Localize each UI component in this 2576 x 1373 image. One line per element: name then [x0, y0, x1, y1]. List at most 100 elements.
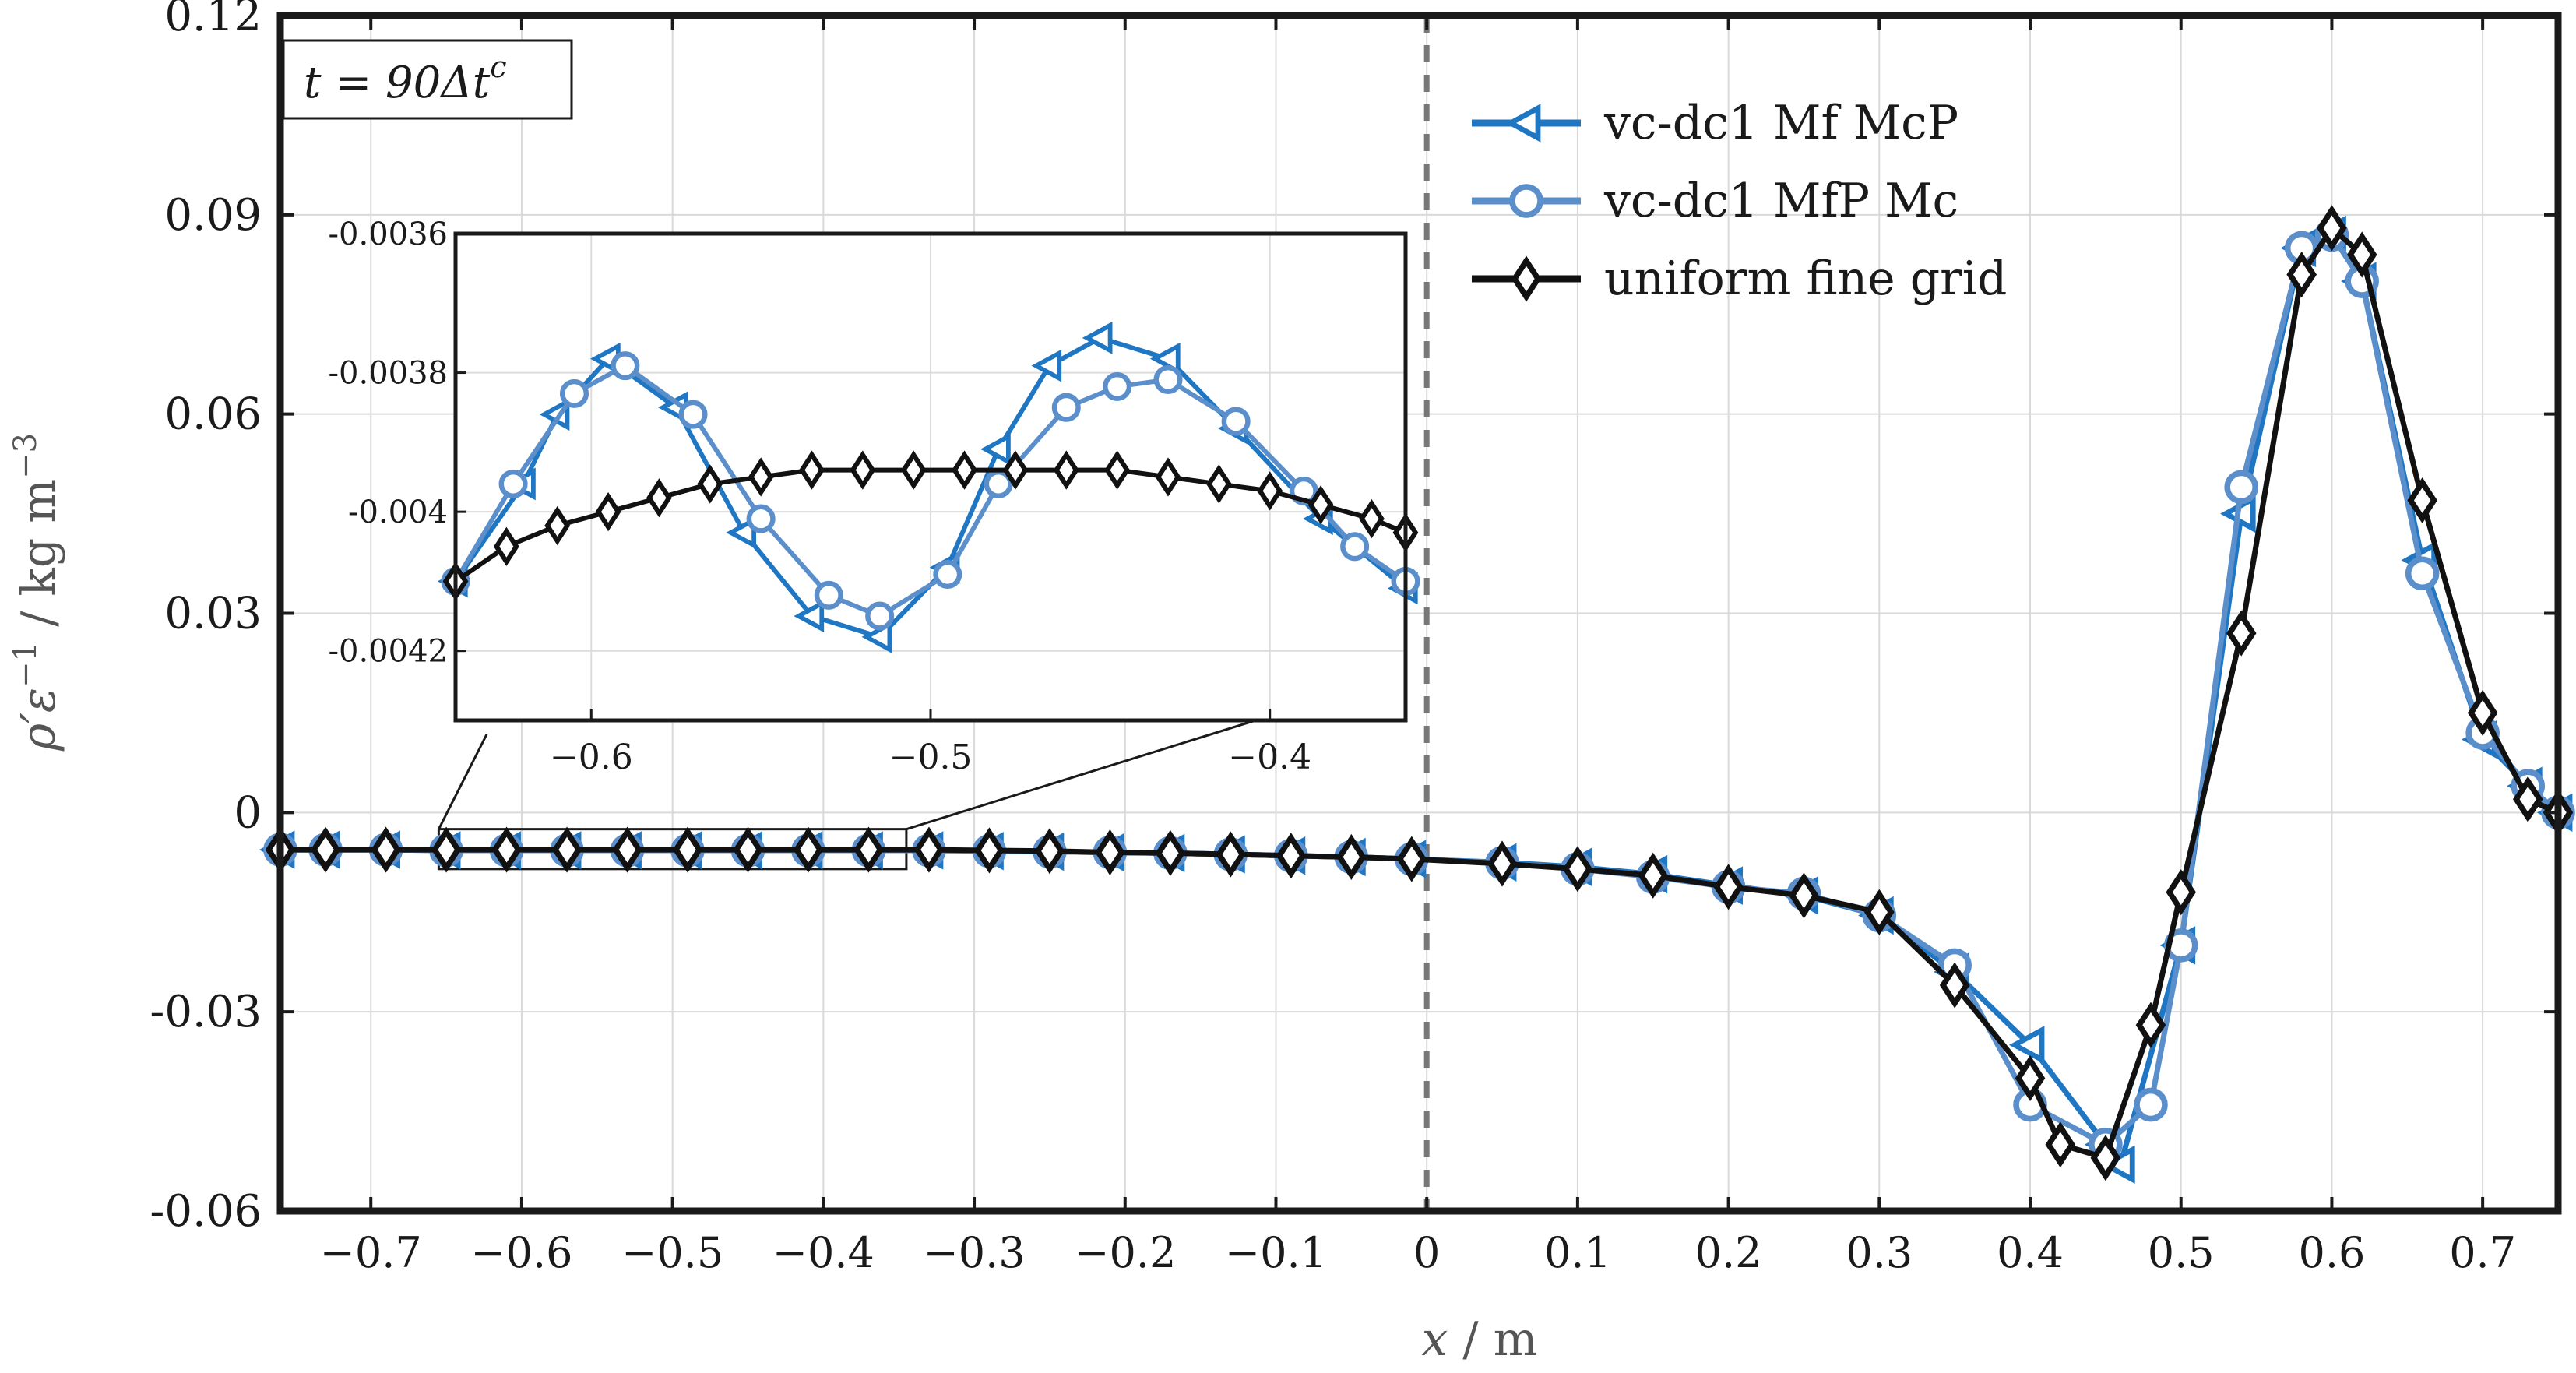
data-point-diamond — [1053, 450, 1079, 490]
data-point-circle — [559, 378, 589, 408]
data-point-diamond — [1104, 450, 1131, 490]
data-point-diamond — [1396, 836, 1427, 882]
data-point-diamond — [2317, 205, 2347, 252]
data-point-diamond — [1864, 889, 1895, 935]
x-tick-label: −0.1 — [1225, 1228, 1327, 1277]
legend: vc-dc1 Mf McP vc-dc1 MfP Mc uniform fine g… — [1472, 96, 2007, 306]
data-point-diamond — [2407, 477, 2437, 524]
data-point-diamond — [491, 826, 522, 873]
x-tick-label: 0.5 — [2148, 1228, 2215, 1277]
time-annotation-box — [282, 39, 573, 120]
data-point-diamond — [1336, 833, 1367, 881]
data-point-diamond — [2166, 869, 2197, 916]
data-point-diamond — [1789, 872, 1819, 919]
x-tick-label: 0 — [1413, 1228, 1440, 1277]
x-tick-label: −0.7 — [320, 1228, 422, 1277]
y-tick-label: 0.09 — [164, 190, 262, 241]
data-point-circle — [1509, 184, 1543, 218]
x-axis-ticks: −0.7 −0.6 −0.5 −0.4 −0.3 −0.2 −0.1 0 0.1 0.2 0.3 0.… — [320, 16, 2516, 1277]
x-tick-label: −0.6 — [470, 1228, 572, 1277]
data-point-circle — [1153, 364, 1183, 395]
data-point-diamond — [748, 457, 774, 497]
inset-series-vc-dc1-mfp-mc — [441, 351, 1420, 631]
data-point-diamond — [672, 826, 703, 873]
data-point-diamond — [1155, 457, 1181, 497]
data-point-diamond — [1562, 846, 1593, 892]
data-point-diamond — [2226, 610, 2257, 657]
data-point-diamond — [2286, 251, 2317, 298]
data-point-circle — [1103, 371, 1132, 401]
data-point-triangle — [1504, 104, 1541, 143]
inset-y-tick-label: -0.004 — [348, 495, 448, 530]
data-point-diamond — [733, 826, 763, 873]
data-point-circle — [1051, 393, 1081, 422]
data-point-diamond — [2045, 1121, 2076, 1168]
data-point-triangle — [1149, 342, 1181, 375]
data-point-diamond — [2467, 689, 2498, 737]
data-point-diamond — [1034, 828, 1065, 875]
data-point-diamond — [1638, 852, 1669, 899]
data-point-circle — [1340, 532, 1370, 562]
data-point-diamond — [1307, 485, 1334, 525]
inset-x-tick-label: −0.5 — [889, 738, 973, 777]
data-point-diamond — [2135, 1002, 2166, 1048]
data-point-triangle — [1082, 321, 1113, 354]
x-tick-label: 0.6 — [2298, 1228, 2365, 1277]
inset-y-axis-ticks: -0.0042 -0.004 -0.0038 -0.0036 — [329, 217, 466, 670]
x-tick-label: 0.1 — [1544, 1228, 1611, 1277]
inset-plot: −0.6 −0.5 −0.4 -0.0042 -0.004 -0.0038 -0.0036 — [329, 217, 1420, 777]
y-tick-label: 0.03 — [164, 589, 262, 639]
data-point-diamond — [1257, 471, 1283, 511]
data-point-diamond — [1276, 833, 1307, 879]
data-point-circle — [933, 559, 962, 590]
x-tick-label: −0.4 — [772, 1228, 875, 1277]
x-tick-label: −0.2 — [1074, 1228, 1176, 1277]
legend-label: vc-dc1 MfP Mc — [1603, 174, 1958, 228]
y-tick-label: -0.03 — [150, 987, 262, 1037]
data-point-diamond — [952, 450, 977, 490]
data-point-circle — [2134, 1087, 2168, 1122]
time-annotation-text: t = 90Δtc — [304, 50, 507, 108]
data-point-triangle — [2008, 1026, 2045, 1065]
data-point-triangle — [794, 600, 825, 633]
x-tick-label: 0.3 — [1846, 1228, 1913, 1277]
inset-y-tick-label: -0.0038 — [329, 356, 448, 392]
data-point-diamond — [2512, 776, 2543, 822]
y-tick-label: 0 — [234, 787, 262, 838]
data-point-diamond — [697, 464, 723, 504]
data-point-diamond — [2015, 1054, 2046, 1102]
data-point-diamond — [850, 450, 876, 490]
data-point-triangle — [1031, 349, 1062, 382]
data-point-circle — [865, 601, 895, 631]
series-line — [280, 225, 2560, 1161]
inset-y-tick-label: -0.0036 — [329, 217, 448, 252]
x-axis-label: x / m — [1421, 1312, 1537, 1367]
x-tick-label: 0.7 — [2449, 1228, 2516, 1277]
data-point-diamond — [2346, 231, 2377, 278]
data-point-diamond — [371, 826, 401, 873]
data-point-diamond — [551, 826, 582, 873]
data-point-circle — [746, 504, 776, 533]
x-tick-label: −0.5 — [621, 1228, 723, 1277]
data-point-circle — [678, 400, 708, 429]
time-annotation: t = 90Δtc — [282, 39, 573, 120]
legend-item-uniform-fine-grid: uniform fine grid — [1472, 252, 2007, 306]
data-point-diamond — [2090, 1135, 2121, 1181]
data-point-diamond — [799, 450, 825, 490]
data-point-circle — [814, 580, 843, 610]
data-point-diamond — [1002, 450, 1029, 490]
data-point-diamond — [1216, 831, 1246, 878]
data-point-diamond — [1939, 962, 1970, 1009]
inset-series-layer — [437, 321, 1420, 653]
data-point-circle — [2405, 556, 2440, 591]
data-point-diamond — [1487, 840, 1518, 887]
data-point-circle — [2224, 470, 2259, 505]
data-point-diamond — [310, 826, 341, 873]
data-point-diamond — [493, 526, 519, 566]
main-series-layer — [259, 205, 2575, 1185]
data-point-diamond — [595, 491, 621, 532]
data-point-triangle — [861, 620, 892, 653]
inset-y-tick-label: -0.0042 — [329, 634, 448, 670]
data-point-diamond — [612, 826, 642, 873]
